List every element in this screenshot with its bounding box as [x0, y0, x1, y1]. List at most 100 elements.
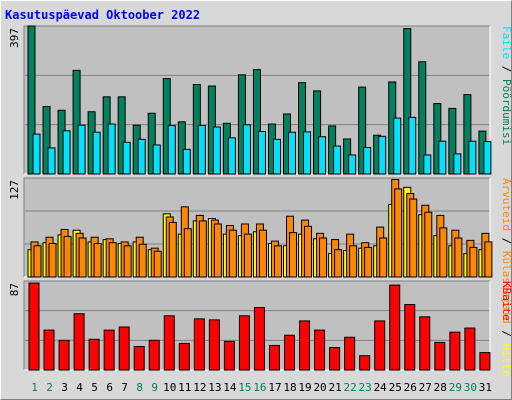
bar-faile-day-27	[423, 154, 432, 175]
bar-faile-day-11	[182, 148, 191, 175]
bar-arvuteid-day-21	[334, 249, 343, 278]
bar-kbaite-day-2	[43, 329, 55, 371]
bar-arvuteid-day-4	[78, 237, 87, 278]
x-tick-label-day-10: 10	[163, 381, 176, 394]
bar-pöördumisi-day-1	[27, 25, 36, 175]
bar-kbaite-day-23	[359, 355, 371, 371]
bar-arvuteid-day-16	[258, 229, 267, 278]
bar-arvuteid-day-3	[63, 235, 72, 278]
plot-edge-dark	[23, 280, 490, 370]
bar-faile-day-5	[92, 131, 101, 175]
bar-arvuteid-day-19	[304, 225, 313, 278]
legend-item: Hitte	[500, 344, 512, 377]
bar-arvuteid-day-10	[168, 221, 177, 278]
bar-kbaite-day-26	[404, 304, 416, 371]
x-tick-label-day-21: 21	[328, 381, 341, 394]
bar-faile-day-31	[483, 141, 492, 175]
plot-edge-dark	[23, 25, 490, 174]
x-tick-label-day-25: 25	[389, 381, 402, 394]
x-tick-label-day-20: 20	[313, 381, 326, 394]
x-tick-label-day-8: 8	[136, 381, 143, 394]
bar-faile-day-6	[107, 123, 116, 175]
bar-kbaite-day-16	[253, 307, 265, 371]
bar-faile-day-13	[212, 126, 221, 175]
legend-pageviews-files-panel: Faile / Pöördumisi	[500, 26, 512, 145]
legend-item: KBaite	[500, 281, 512, 321]
x-tick-label-day-28: 28	[434, 381, 447, 394]
bar-pöördumisi-day-11	[177, 121, 186, 175]
x-tick-label-day-22: 22	[344, 381, 357, 394]
bar-faile-day-12	[197, 125, 206, 175]
bar-kbaite-day-29	[449, 331, 461, 371]
bar-kbaite-day-25	[389, 284, 401, 371]
x-tick-label-day-30: 30	[464, 381, 477, 394]
bar-kbaite-day-10	[163, 315, 175, 371]
bar-kbaite-day-9	[148, 339, 160, 371]
bar-pöördumisi-day-28	[433, 103, 442, 175]
x-tick-label-day-23: 23	[359, 381, 372, 394]
bar-arvuteid-day-20	[319, 237, 328, 278]
bar-faile-day-18	[288, 131, 297, 175]
y-max-label: 87	[8, 283, 21, 296]
bar-arvuteid-day-17	[273, 245, 282, 278]
x-tick-label-day-6: 6	[106, 381, 113, 394]
bar-faile-day-26	[408, 116, 417, 175]
x-tick-label-day-4: 4	[76, 381, 83, 394]
legend-item: Külastajaid	[500, 251, 512, 324]
x-tick-label-day-3: 3	[61, 381, 68, 394]
bar-faile-day-4	[77, 124, 86, 175]
bar-arvuteid-day-9	[153, 250, 162, 278]
bar-arvuteid-day-8	[138, 243, 147, 278]
kbytes-panel: 87	[8, 280, 491, 371]
x-tick-label-day-12: 12	[193, 381, 206, 394]
bar-kbaite-day-6	[103, 329, 115, 371]
x-tick-label-day-29: 29	[449, 381, 462, 394]
bar-kbaite-day-22	[344, 336, 356, 371]
bar-pöördumisi-day-26	[403, 28, 412, 175]
legend-separator: /	[500, 231, 512, 251]
pageviews-files-panel: 397	[8, 25, 492, 175]
bar-kbaite-day-18	[284, 334, 296, 371]
legend-item: Pöördumisi	[500, 79, 512, 145]
legend-separator: /	[500, 324, 512, 344]
x-tick-label-day-26: 26	[404, 381, 417, 394]
bar-faile-day-3	[62, 130, 71, 175]
bar-kbaite-day-14	[223, 340, 235, 371]
bar-arvuteid-day-2	[48, 242, 57, 278]
bar-arvuteid-day-15	[243, 233, 252, 278]
x-tick-label-day-24: 24	[374, 381, 388, 394]
bar-arvuteid-day-28	[439, 227, 448, 278]
x-tick-label-day-19: 19	[298, 381, 311, 394]
bar-faile-day-7	[122, 141, 131, 175]
bar-faile-day-30	[468, 140, 477, 175]
bar-faile-day-23	[363, 147, 372, 175]
bar-kbaite-day-21	[329, 346, 341, 371]
bar-arvuteid-day-24	[379, 237, 388, 278]
bar-arvuteid-day-26	[409, 198, 418, 278]
bar-pöördumisi-day-20	[313, 90, 322, 175]
bar-arvuteid-day-1	[33, 245, 42, 278]
bar-faile-day-9	[152, 144, 161, 175]
bar-faile-day-15	[242, 124, 251, 175]
bar-pöördumisi-day-19	[298, 82, 307, 175]
hits-visitors-hosts-panel: 127	[8, 177, 493, 278]
bar-arvuteid-day-13	[213, 223, 222, 278]
bar-pöördumisi-day-23	[358, 86, 367, 175]
bar-pöördumisi-day-7	[117, 96, 126, 175]
bar-arvuteid-day-5	[93, 242, 102, 278]
x-tick-label-day-17: 17	[268, 381, 281, 394]
bar-pöördumisi-day-16	[252, 69, 261, 175]
bar-arvuteid-day-30	[469, 246, 478, 278]
bar-pöördumisi-day-29	[448, 107, 457, 175]
bar-faile-day-14	[227, 137, 236, 175]
legend-item: Faile	[500, 26, 512, 59]
bar-faile-day-17	[272, 138, 281, 175]
bar-pöördumisi-day-27	[418, 61, 427, 175]
bar-arvuteid-day-12	[198, 220, 207, 278]
bar-arvuteid-day-6	[108, 242, 117, 278]
bar-kbaite-day-20	[314, 329, 326, 371]
x-tick-label-day-7: 7	[121, 381, 128, 394]
bar-faile-day-21	[333, 145, 342, 175]
x-tick-label-day-11: 11	[178, 381, 191, 394]
bar-pöördumisi-day-4	[72, 69, 81, 175]
